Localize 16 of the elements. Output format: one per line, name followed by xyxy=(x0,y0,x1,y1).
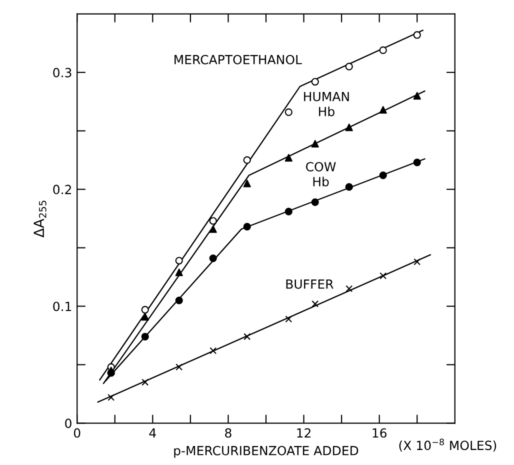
y-tick-label: 0.3 xyxy=(53,68,72,78)
x-axis-title: p-MERCURIBENZOATE ADDED xyxy=(174,446,358,458)
y-tick-label: 0.1 xyxy=(53,302,72,312)
series-label: COW Hb xyxy=(306,162,336,186)
text: (X 10$^{−8}$ MOLES) xyxy=(399,438,496,452)
x-tick-label: 0 xyxy=(74,428,80,438)
x-tick-label: 4 xyxy=(149,428,156,438)
series-label: BUFFER xyxy=(286,280,334,289)
y-axis-title: ΔA$_{255}$ xyxy=(34,200,46,238)
y-tick-label: 0.2 xyxy=(53,184,71,194)
series-label: MERCAPTOETHANOL xyxy=(174,54,302,64)
series-label: HUMAN Hb xyxy=(304,92,349,116)
y-tick-label: 0 xyxy=(65,418,72,428)
x-tick-label: 12 xyxy=(297,428,310,438)
x-tick-label: 8 xyxy=(225,428,232,438)
x-tick-label: 16 xyxy=(372,428,386,438)
